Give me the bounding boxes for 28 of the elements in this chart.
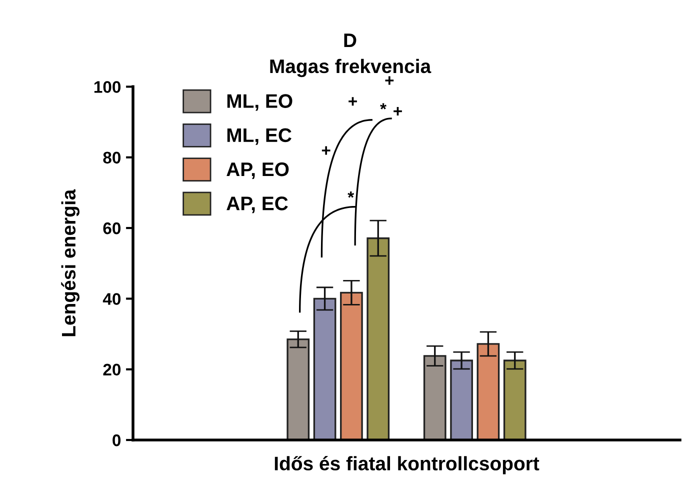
legend-label: AP, EO: [226, 162, 289, 180]
y-tick-label: 0: [112, 434, 121, 446]
annotation: +: [322, 146, 330, 155]
text: +: [385, 76, 394, 85]
annotation: *: [380, 103, 386, 110]
chart-subtitle: Magas frekvencia: [270, 58, 432, 78]
bar: [313, 298, 336, 440]
bar: [503, 360, 526, 440]
legend-label: AP, EC: [226, 196, 288, 214]
bar: [340, 292, 363, 440]
annotation: +: [348, 97, 357, 106]
bar: [450, 360, 473, 440]
annotation: +: [394, 107, 402, 116]
legend-label: ML, EC: [227, 128, 292, 145]
y-tick-label: 100: [94, 81, 121, 93]
annotation: *: [348, 192, 354, 198]
y-axis-title: Lengési energia: [61, 189, 80, 336]
bar: [423, 355, 446, 440]
y-tick-label: 40: [102, 293, 121, 305]
chart-title: D: [344, 34, 356, 48]
legend-label: ML, EO: [227, 94, 292, 111]
bar: [286, 338, 310, 440]
y-tick-label: 20: [103, 364, 121, 376]
y-tick-label: 80: [103, 152, 121, 164]
bar: [476, 343, 500, 440]
x-axis-title: Idős és fiatal kontrollcsoport: [274, 456, 540, 474]
bar: [366, 237, 390, 440]
y-tick-label: 60: [103, 222, 121, 234]
